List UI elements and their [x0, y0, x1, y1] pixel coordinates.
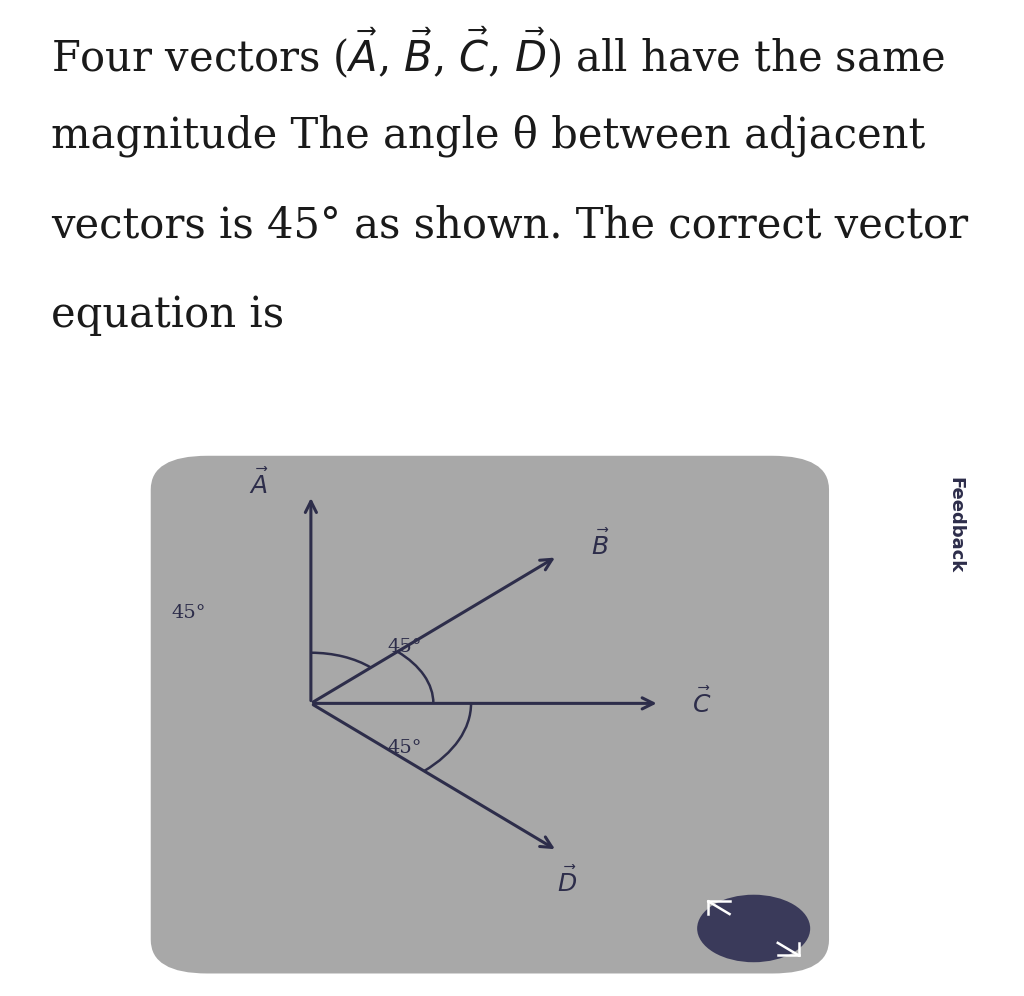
- Text: $\vec{B}$: $\vec{B}$: [591, 530, 609, 560]
- FancyBboxPatch shape: [151, 456, 829, 973]
- Text: Feedback: Feedback: [946, 477, 964, 574]
- Text: equation is: equation is: [51, 294, 285, 336]
- Text: $\vec{A}$: $\vec{A}$: [249, 469, 269, 499]
- Text: 45°: 45°: [388, 739, 422, 757]
- Circle shape: [697, 894, 810, 962]
- Text: $\vec{D}$: $\vec{D}$: [557, 867, 577, 896]
- Text: 45°: 45°: [388, 638, 422, 656]
- Text: $\vec{C}$: $\vec{C}$: [692, 688, 712, 718]
- Text: 45°: 45°: [171, 605, 206, 622]
- Text: magnitude The angle θ between adjacent: magnitude The angle θ between adjacent: [51, 115, 926, 157]
- Text: vectors is 45° as shown. The correct vector: vectors is 45° as shown. The correct vec…: [51, 204, 969, 246]
- Text: Four vectors ($\vec{A}$, $\vec{B}$, $\vec{C}$, $\vec{D}$) all have the same: Four vectors ($\vec{A}$, $\vec{B}$, $\ve…: [51, 25, 945, 81]
